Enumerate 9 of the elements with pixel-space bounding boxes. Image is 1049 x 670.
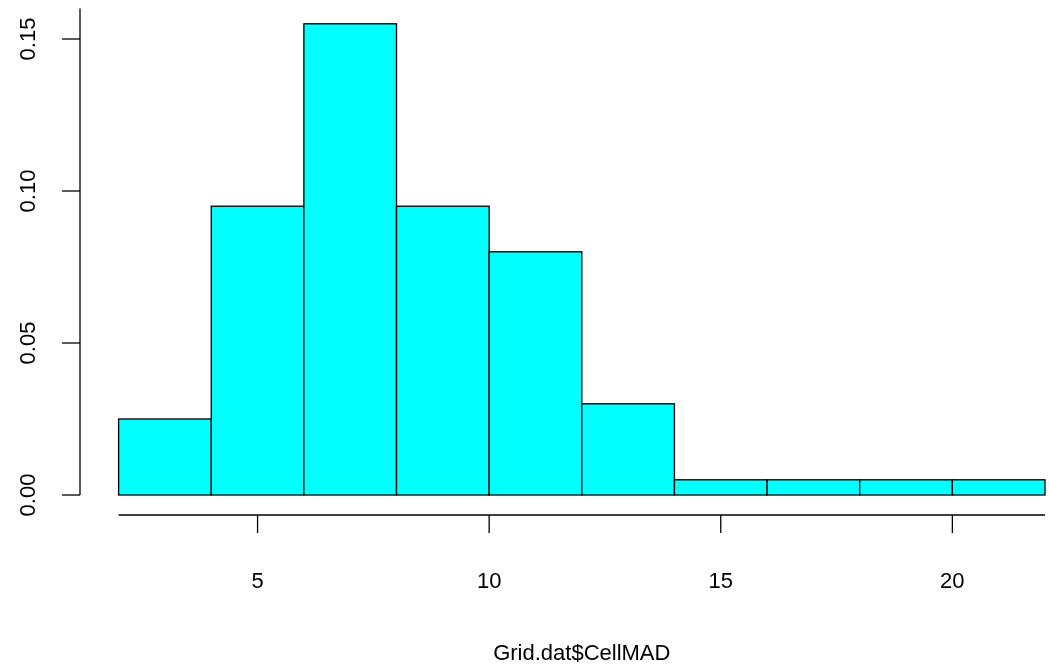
y-tick-label: 0.10 — [15, 169, 40, 213]
x-tick-label: 10 — [476, 568, 502, 593]
y-tick-label: 0.15 — [15, 17, 40, 61]
x-tick-label: 20 — [940, 568, 965, 593]
x-tick-label: 15 — [708, 568, 733, 593]
y-tick-label: 0.05 — [15, 321, 40, 365]
x-tick-label: 5 — [251, 568, 264, 593]
x-axis-title: Grid.dat$CellMAD — [493, 640, 671, 665]
y-tick-label: 0.00 — [15, 473, 40, 517]
